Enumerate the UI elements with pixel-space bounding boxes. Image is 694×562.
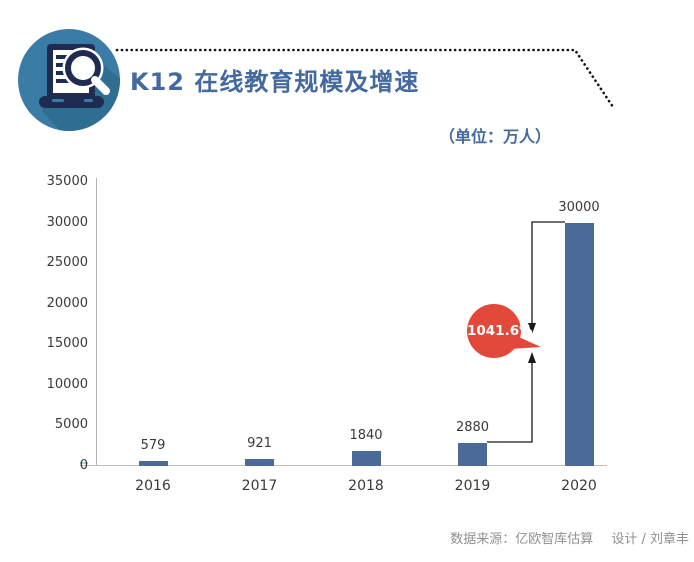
bar-value-label: 2880 <box>455 420 490 435</box>
unit-label: （单位：万人） <box>438 127 551 146</box>
bar-2018 <box>351 451 381 466</box>
y-axis-tick-label: 15000 <box>46 336 88 352</box>
x-axis-category-label: 2017 <box>241 478 278 494</box>
bar-2017 <box>245 459 274 466</box>
growth-rate-label: 1041.6% <box>467 323 533 339</box>
x-axis-category-label: 2020 <box>561 478 597 494</box>
bar-2020 <box>564 223 594 466</box>
designer-credit-text: 设计 / 刘章丰 <box>611 532 689 547</box>
bar-2019 <box>458 443 487 466</box>
arrowhead-up-icon <box>528 352 536 363</box>
chart-title: K12 在线教育规模及增速 <box>130 68 420 96</box>
laptop-magnifier-icon <box>18 29 120 131</box>
bar-value-label: 30000 <box>558 200 600 215</box>
zero-tick <box>80 462 88 464</box>
x-axis-category-label: 2019 <box>454 478 491 494</box>
x-axis-category-label: 2016 <box>135 478 171 494</box>
x-axis-line <box>80 465 607 466</box>
y-axis-tick-label: 10000 <box>46 376 88 392</box>
y-axis-tick-label: 25000 <box>46 255 88 271</box>
y-axis-tick-label: 35000 <box>46 174 88 189</box>
x-axis-category-label: 2018 <box>348 478 384 494</box>
bar-value-label: 579 <box>140 438 166 453</box>
bar-value-label: 1840 <box>349 428 383 443</box>
footer-credits: 数据来源：亿欧智库估算 设计 / 刘章丰 <box>450 528 689 547</box>
y-axis-line <box>96 178 97 466</box>
data-source-text: 数据来源：亿欧智库估算 <box>450 532 594 547</box>
growth-arrow-upper <box>531 221 565 323</box>
bar-2016 <box>138 461 168 466</box>
y-axis-tick-label: 5000 <box>54 417 88 433</box>
y-axis-tick-label: 20000 <box>46 295 88 311</box>
y-axis-tick-label: 30000 <box>46 214 88 230</box>
bar-value-label: 921 <box>247 436 272 451</box>
y-axis-tick-label: 0 <box>79 458 88 473</box>
